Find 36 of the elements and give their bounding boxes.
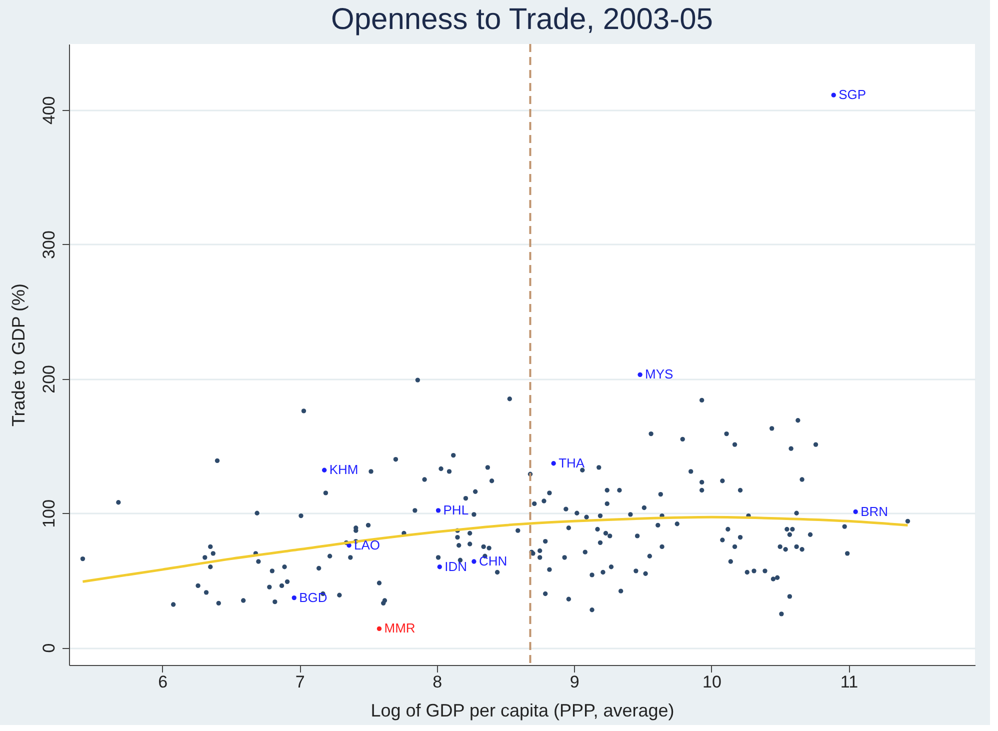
annotation: IDN <box>444 558 468 574</box>
y-axis-title: Trade to GDP (%) <box>8 283 28 427</box>
annotation: BGD <box>299 590 328 605</box>
chart-title: Openness to Trade, 2003-05 <box>331 3 713 36</box>
y-tick-label: 100 <box>40 499 58 528</box>
annotation: MYS <box>645 366 674 382</box>
y-tick-label: 200 <box>40 365 58 394</box>
point <box>551 461 556 466</box>
point <box>853 509 858 514</box>
point <box>437 564 442 570</box>
point <box>376 626 382 632</box>
annotation: CHN <box>478 554 508 568</box>
y-tick-label: 300 <box>40 230 58 259</box>
annotation: SGP <box>838 87 866 102</box>
point <box>831 92 836 98</box>
annotation: THA <box>558 455 585 470</box>
annotation: BRN <box>860 504 888 519</box>
y-tick-label: 0 <box>40 643 58 653</box>
x-tick-label: 9 <box>570 672 580 692</box>
annotation: KHM <box>329 462 358 478</box>
annotation: MMR <box>384 620 416 636</box>
x-tick-label: 8 <box>432 672 442 692</box>
x-tick-label: 6 <box>158 672 168 692</box>
x-tick-label: 11 <box>840 672 858 692</box>
point <box>472 559 476 564</box>
x-tick-label: 10 <box>702 672 722 692</box>
point <box>436 508 441 513</box>
annotation: LAO <box>354 537 380 552</box>
point <box>638 372 642 378</box>
line-series <box>81 516 909 583</box>
y-tick-label: 400 <box>40 96 58 125</box>
point <box>322 468 327 472</box>
point <box>292 595 296 600</box>
x-axis-title: Log of GDP per capita (PPP, average) <box>370 700 674 720</box>
annotation: PHL <box>443 502 469 518</box>
x-tick-label: 7 <box>295 672 305 692</box>
